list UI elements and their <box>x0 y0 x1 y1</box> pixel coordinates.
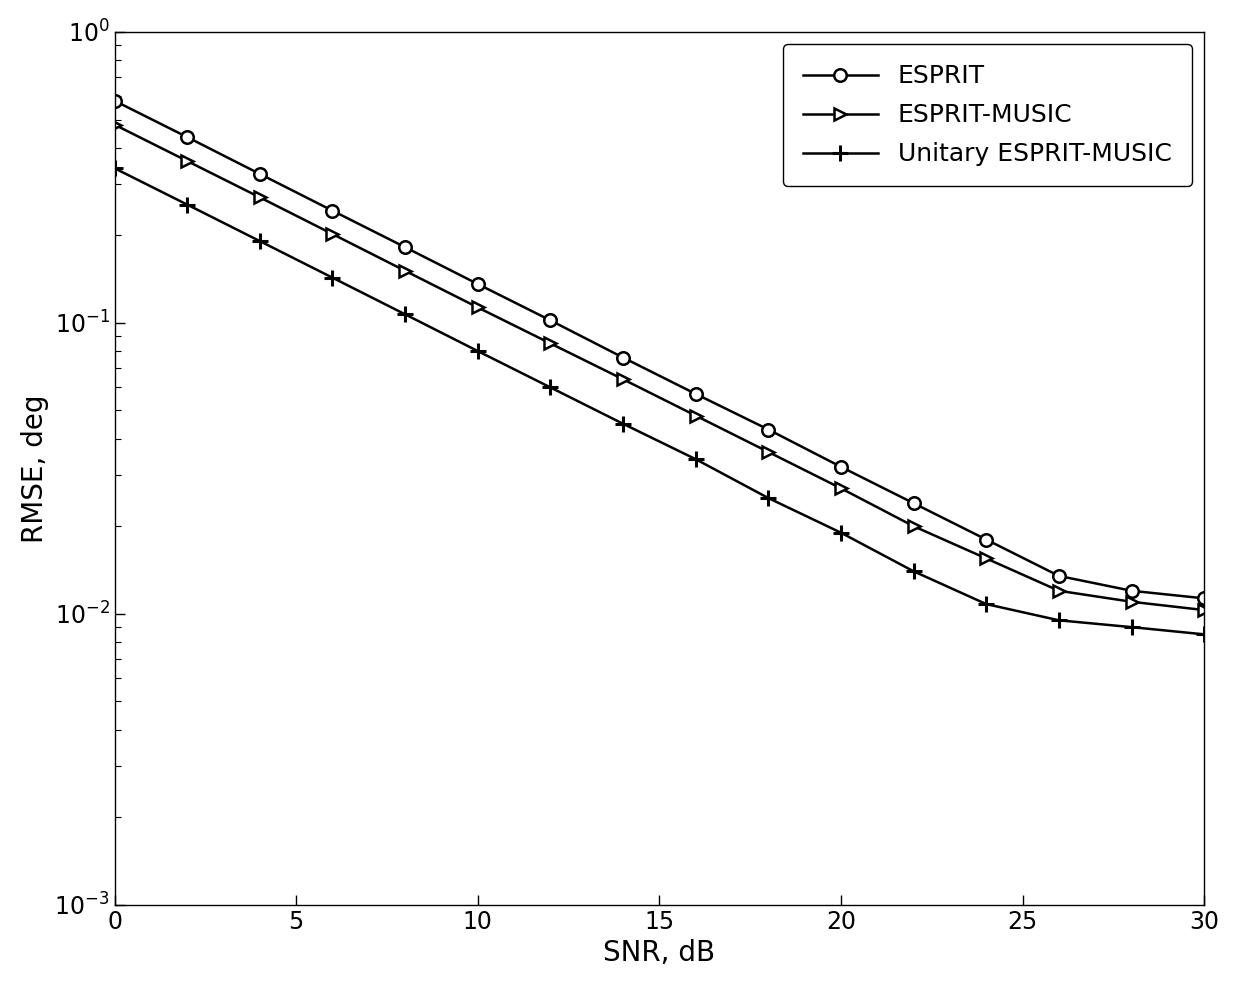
ESPRIT <box>906 497 921 509</box>
ESPRIT <box>470 278 485 289</box>
ESPRIT <box>1125 585 1140 597</box>
ESPRIT <box>761 424 776 436</box>
ESPRIT <box>180 131 195 143</box>
ESPRIT <box>398 241 413 253</box>
ESPRIT-MUSIC <box>1125 596 1140 608</box>
ESPRIT <box>325 205 340 216</box>
Line: Unitary ESPRIT-MUSIC: Unitary ESPRIT-MUSIC <box>107 160 1213 642</box>
ESPRIT-MUSIC <box>1052 585 1066 597</box>
Unitary ESPRIT-MUSIC <box>1197 628 1211 640</box>
ESPRIT-MUSIC <box>180 155 195 167</box>
ESPRIT-MUSIC <box>1197 604 1211 616</box>
Unitary ESPRIT-MUSIC <box>688 453 703 465</box>
Unitary ESPRIT-MUSIC <box>906 565 921 577</box>
ESPRIT <box>253 168 268 180</box>
ESPRIT-MUSIC <box>688 410 703 422</box>
Unitary ESPRIT-MUSIC <box>978 598 993 610</box>
Unitary ESPRIT-MUSIC <box>253 235 268 247</box>
Unitary ESPRIT-MUSIC <box>615 418 630 430</box>
ESPRIT-MUSIC <box>833 482 848 494</box>
ESPRIT-MUSIC <box>615 373 630 385</box>
ESPRIT <box>107 95 122 107</box>
ESPRIT-MUSIC <box>906 521 921 533</box>
X-axis label: SNR, dB: SNR, dB <box>604 940 715 967</box>
Unitary ESPRIT-MUSIC <box>833 527 848 538</box>
ESPRIT-MUSIC <box>978 552 993 564</box>
Unitary ESPRIT-MUSIC <box>1125 621 1140 633</box>
ESPRIT-MUSIC <box>543 338 558 350</box>
ESPRIT <box>1052 570 1066 582</box>
ESPRIT <box>1197 593 1211 605</box>
Unitary ESPRIT-MUSIC <box>325 272 340 284</box>
ESPRIT-MUSIC <box>470 301 485 313</box>
ESPRIT-MUSIC <box>325 228 340 240</box>
Unitary ESPRIT-MUSIC <box>398 308 413 320</box>
ESPRIT <box>833 461 848 473</box>
ESPRIT-MUSIC <box>253 192 268 204</box>
ESPRIT-MUSIC <box>107 119 122 130</box>
Unitary ESPRIT-MUSIC <box>107 162 122 174</box>
Unitary ESPRIT-MUSIC <box>1052 615 1066 626</box>
Y-axis label: RMSE, deg: RMSE, deg <box>21 394 48 542</box>
ESPRIT <box>978 534 993 545</box>
Unitary ESPRIT-MUSIC <box>180 199 195 210</box>
Unitary ESPRIT-MUSIC <box>543 381 558 393</box>
Line: ESPRIT-MUSIC: ESPRIT-MUSIC <box>108 119 1210 617</box>
ESPRIT <box>688 388 703 400</box>
ESPRIT-MUSIC <box>761 446 776 457</box>
Line: ESPRIT: ESPRIT <box>108 95 1210 605</box>
Unitary ESPRIT-MUSIC <box>761 492 776 504</box>
ESPRIT-MUSIC <box>398 265 413 277</box>
Unitary ESPRIT-MUSIC <box>470 345 485 357</box>
Legend: ESPRIT, ESPRIT-MUSIC, Unitary ESPRIT-MUSIC: ESPRIT, ESPRIT-MUSIC, Unitary ESPRIT-MUS… <box>782 44 1192 187</box>
ESPRIT <box>615 352 630 364</box>
ESPRIT <box>543 314 558 326</box>
